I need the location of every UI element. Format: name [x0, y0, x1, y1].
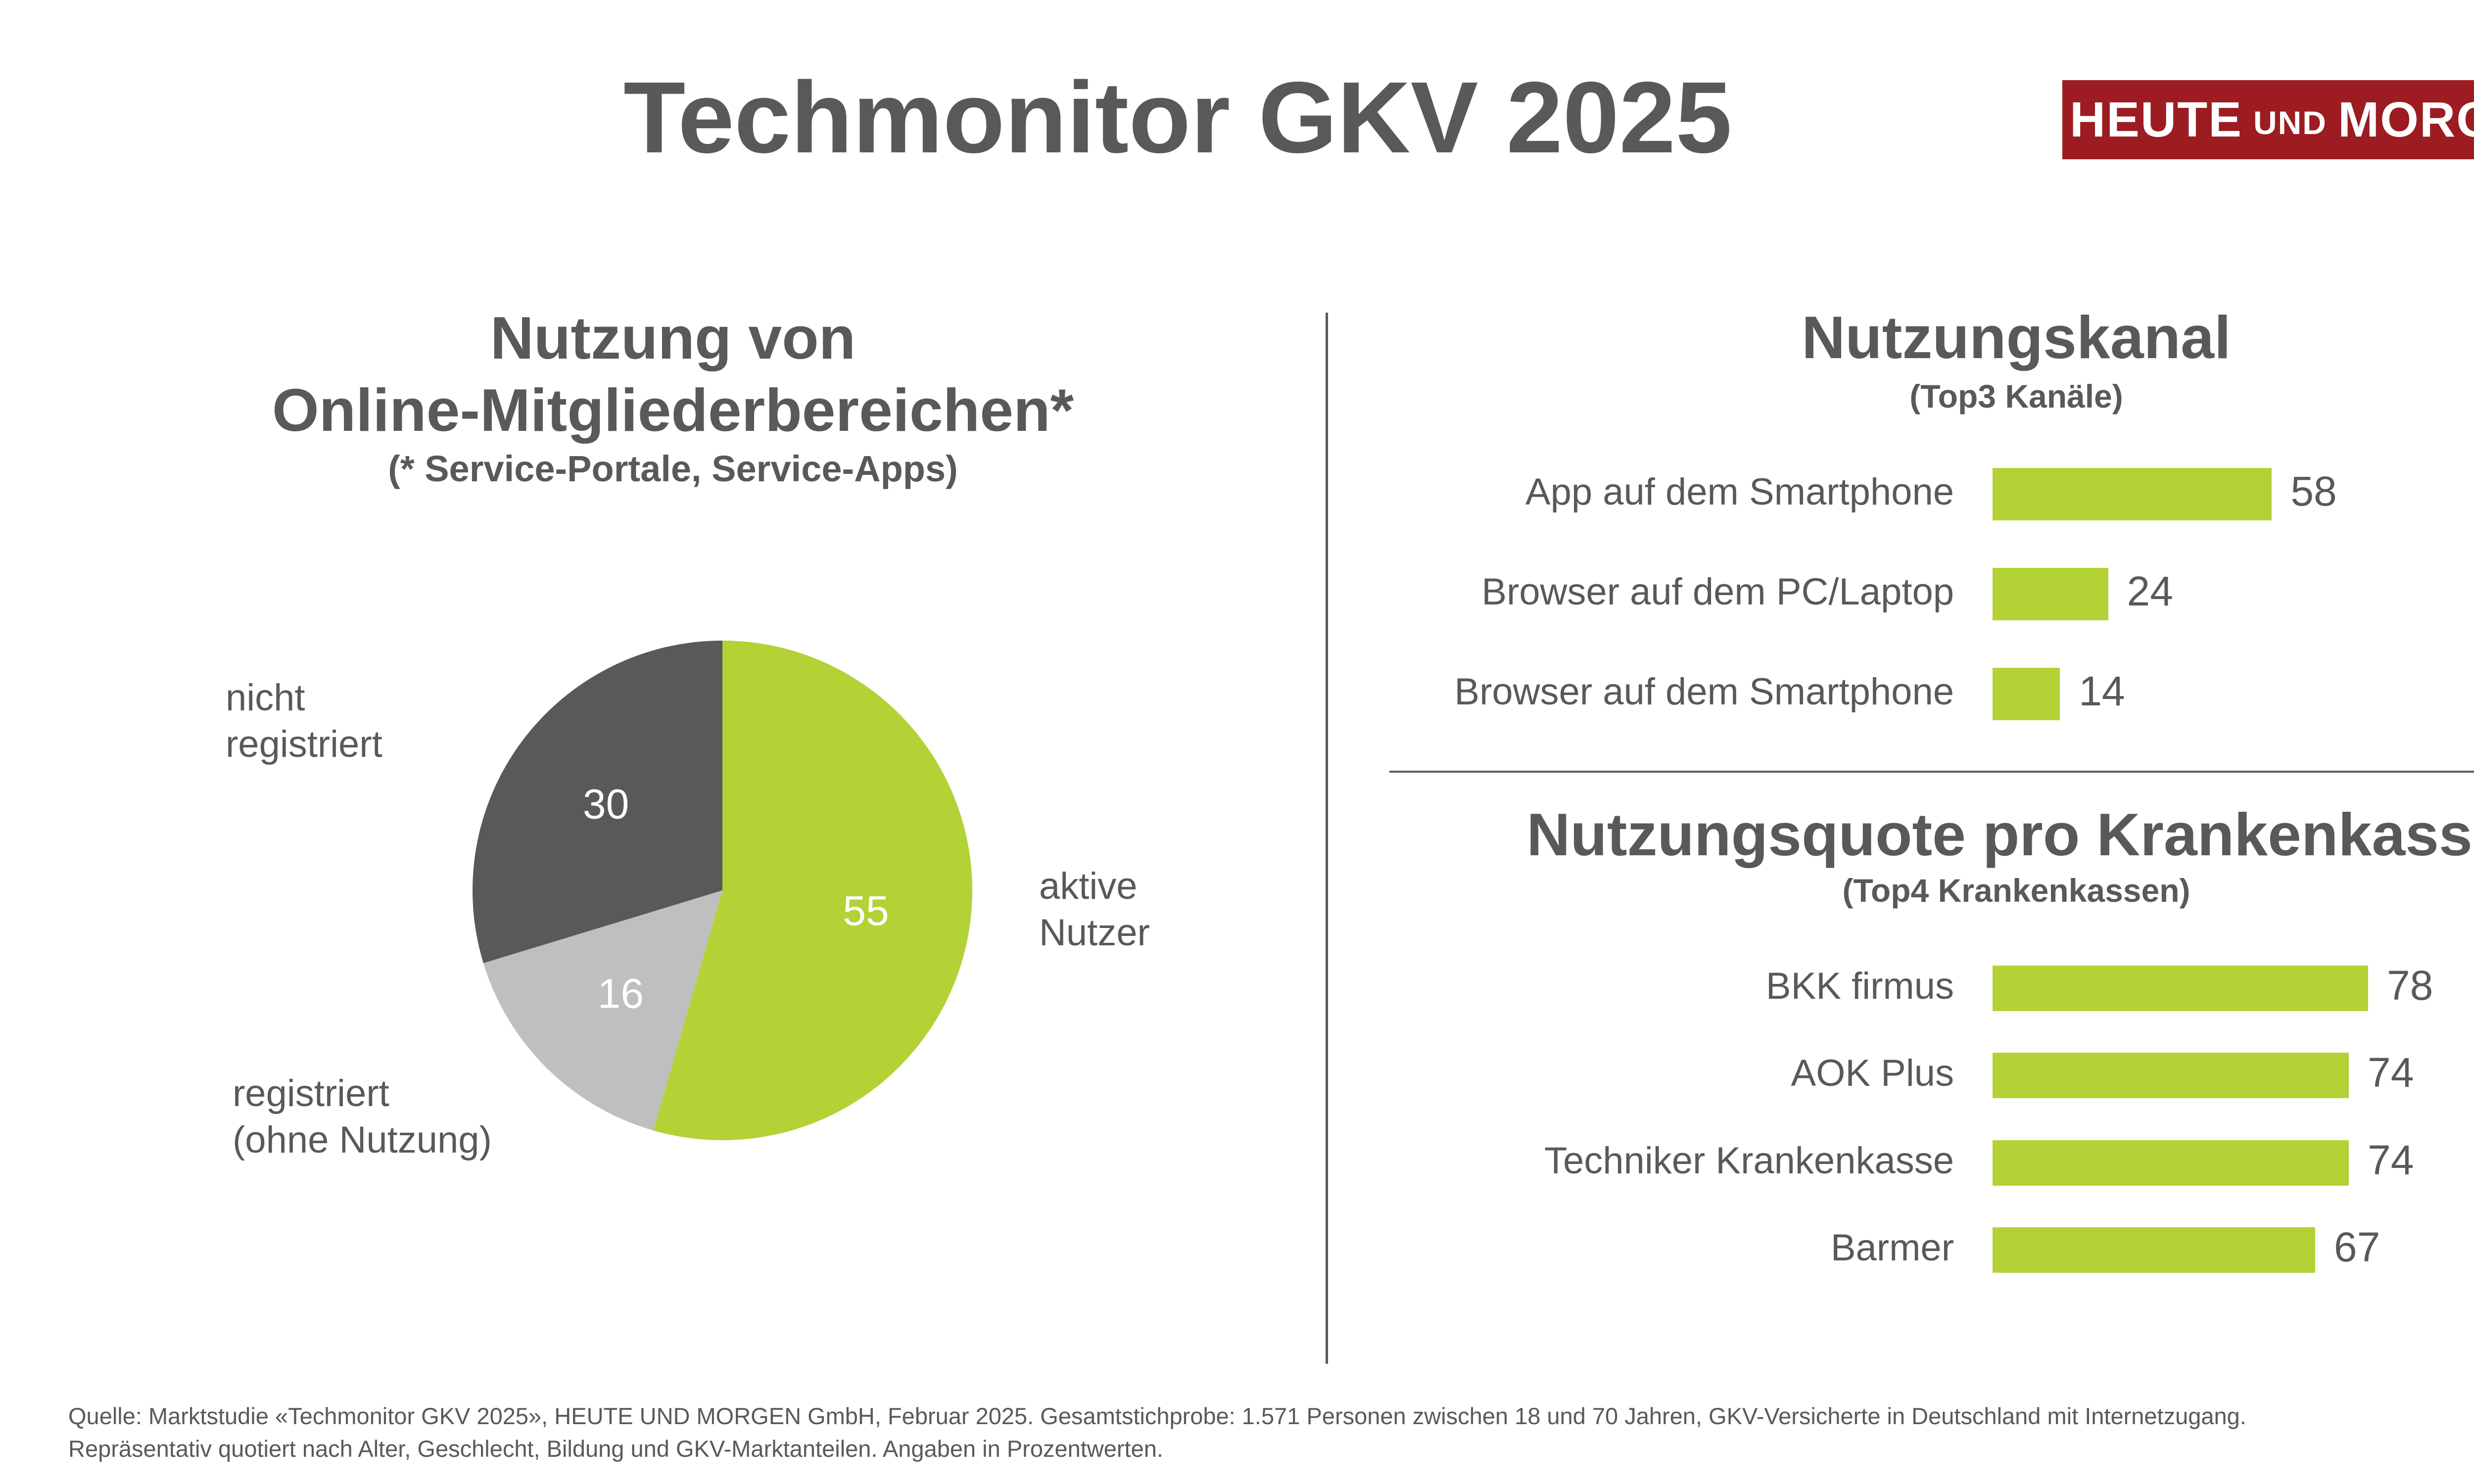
kanal-category-label: App auf dem Smartphone — [1525, 471, 1954, 513]
quote-bar — [1993, 1053, 2349, 1098]
quote-chart-subtitle: (Top4 Krankenkassen) — [1842, 872, 2190, 909]
pie-slice-2 — [473, 641, 722, 964]
kanal-chart-subtitle: (Top3 Kanäle) — [1909, 378, 2123, 415]
quote-value-label: 78 — [2386, 962, 2433, 1009]
vertical-divider — [1326, 313, 1328, 1364]
source-footnote: Quelle: Marktstudie «Techmonitor GKV 202… — [68, 1400, 2474, 1465]
pie-label-nicht-registriert: nicht registriert — [226, 675, 382, 768]
kanal-category-label: Browser auf dem Smartphone — [1454, 671, 1954, 713]
pie-chart-title: Nutzung von Online-Mitgliederbereichen* — [148, 302, 1197, 446]
pie-label-aktive-line2: Nutzer — [1039, 912, 1150, 954]
logo-word-und: UND — [2253, 104, 2327, 141]
pie-value-label-0: 55 — [843, 887, 889, 934]
kanal-value-label: 24 — [2127, 568, 2173, 614]
horizontal-divider — [1389, 771, 2474, 773]
pie-label-registriert-line2: (ohne Nutzung) — [233, 1119, 492, 1161]
pie-value-label-1: 16 — [598, 971, 644, 1017]
quote-value-label: 67 — [2333, 1224, 2380, 1270]
quote-chart-title: Nutzungsquote pro Krankenkasse — [1526, 801, 2474, 868]
kanal-bar — [1993, 468, 2272, 520]
quote-value-label: 74 — [2368, 1049, 2414, 1096]
kanal-value-label: 14 — [2079, 668, 2125, 714]
pie-label-nicht-line1: nicht — [226, 677, 305, 719]
logo-word-morgen: MORGEN — [2337, 92, 2474, 147]
pie-label-nicht-line2: registriert — [226, 723, 382, 765]
pie-title-line1: Nutzung von — [490, 304, 856, 371]
page-title: Techmonitor GKV 2025 — [623, 61, 1732, 174]
pie-slice-0 — [653, 641, 973, 1140]
pie-label-aktive-nutzer: aktive Nutzer — [1039, 863, 1150, 956]
pie-label-registriert: registriert (ohne Nutzung) — [233, 1070, 492, 1163]
pie-label-registriert-line1: registriert — [233, 1072, 389, 1114]
footnote-line2: Repräsentativ quotiert nach Alter, Gesch… — [68, 1436, 1163, 1462]
pie-slice-1 — [483, 890, 722, 1131]
pie-chart-subtitle: (* Service-Portale, Service-Apps) — [388, 448, 958, 489]
kanal-category-label: Browser auf dem PC/Laptop — [1481, 571, 1954, 613]
kanal-bar — [1993, 668, 2060, 720]
quote-category-label: Barmer — [1830, 1227, 1954, 1269]
quote-bar — [1993, 966, 2368, 1011]
quote-value-label: 74 — [2368, 1137, 2414, 1183]
pie-value-label-2: 30 — [583, 781, 629, 828]
brand-logo: HEUTE UND MORGEN — [2062, 80, 2474, 159]
quote-bar — [1993, 1140, 2349, 1186]
quote-category-label: BKK firmus — [1765, 965, 1954, 1007]
kanal-chart-title: Nutzungskanal — [1802, 304, 2231, 371]
quote-category-label: Techniker Krankenkasse — [1544, 1140, 1954, 1182]
footnote-line1: Quelle: Marktstudie «Techmonitor GKV 202… — [68, 1403, 2246, 1429]
pie-label-aktive-line1: aktive — [1039, 865, 1138, 907]
logo-word-heute: HEUTE — [2070, 92, 2242, 147]
quote-bar — [1993, 1227, 2315, 1273]
kanal-value-label: 58 — [2290, 468, 2337, 514]
kanal-bar — [1993, 568, 2108, 620]
quote-category-label: AOK Plus — [1791, 1052, 1954, 1094]
pie-title-line2: Online-Mitgliederbereichen* — [272, 376, 1074, 444]
